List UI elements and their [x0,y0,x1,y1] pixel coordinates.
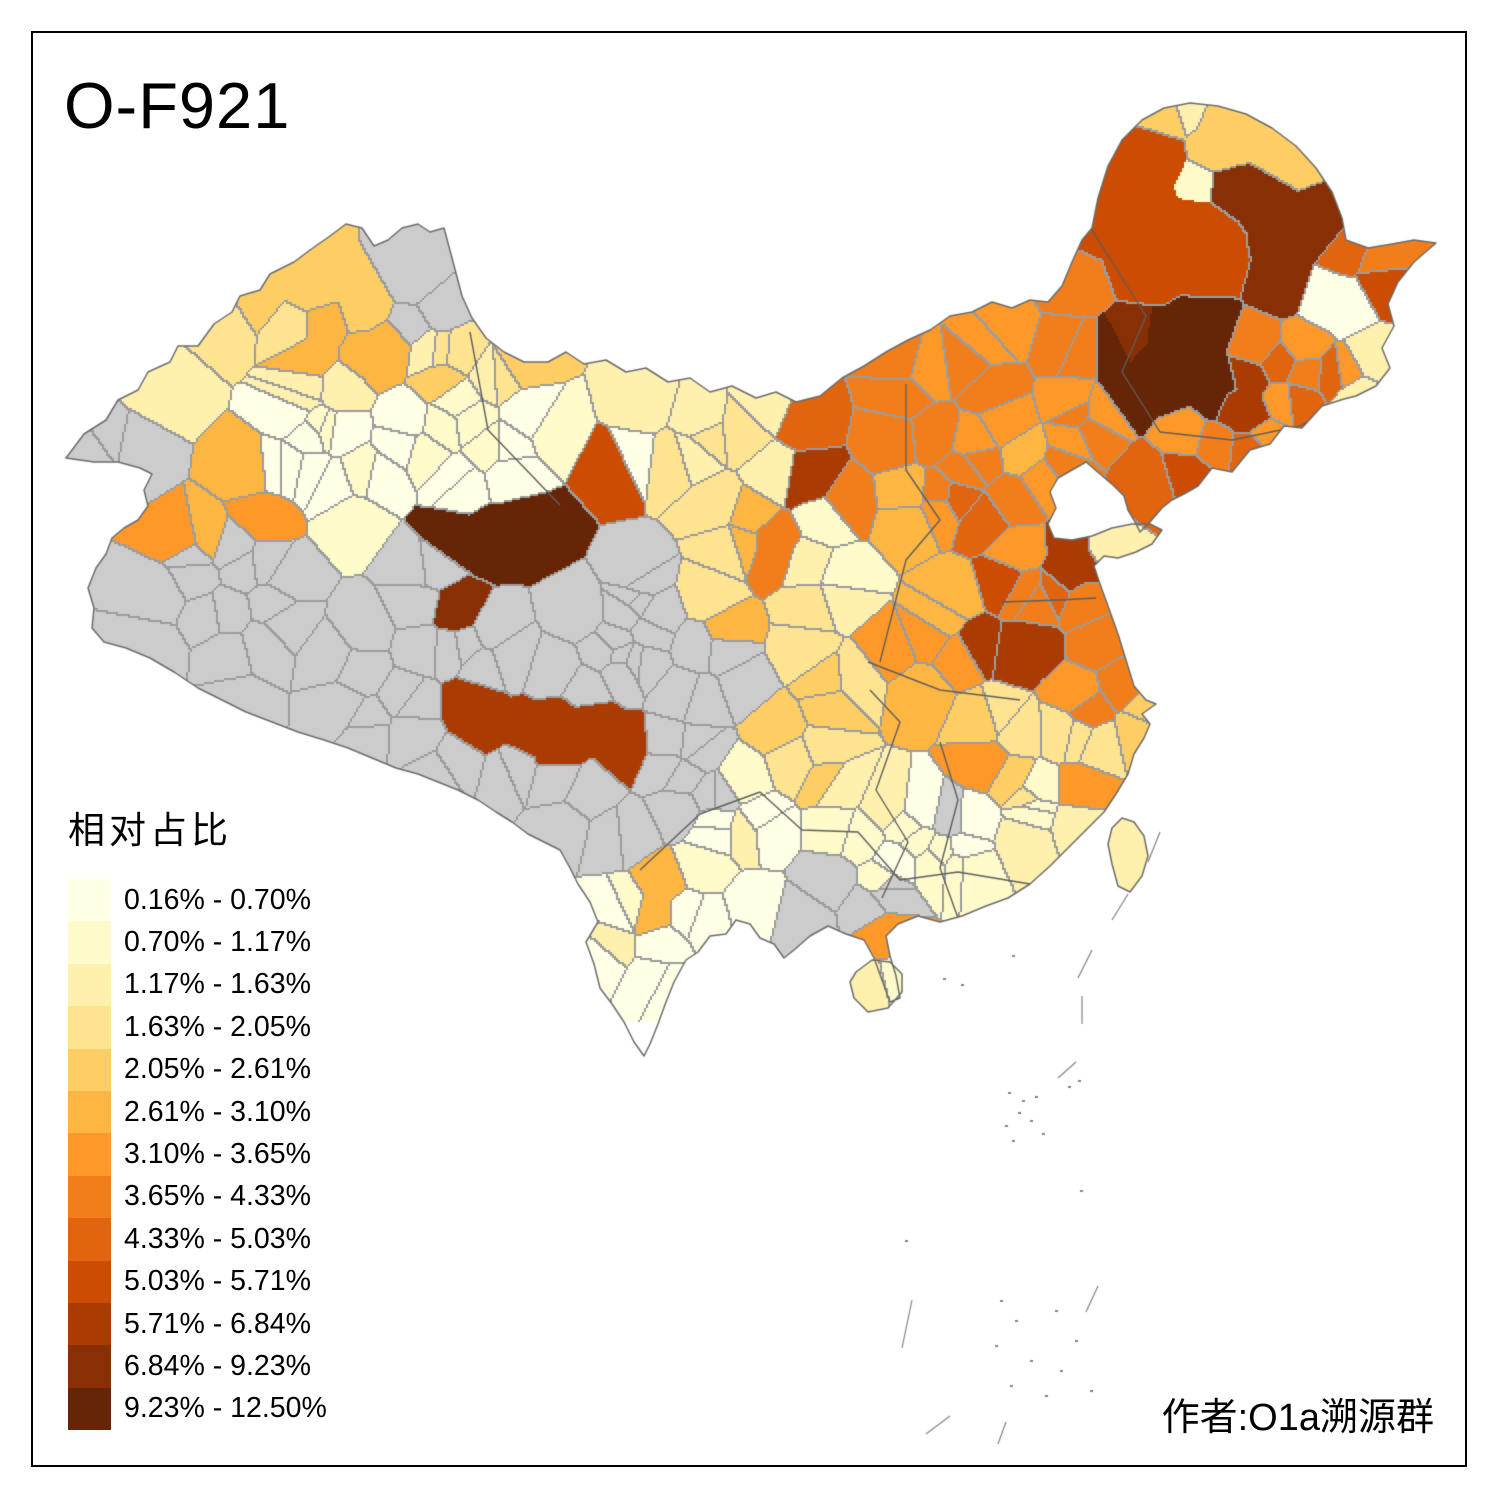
legend-label: 5.03% - 5.71% [124,1265,311,1298]
legend-row: 2.61% - 3.10% [68,1090,327,1134]
legend-swatch [68,1175,111,1219]
legend-label: 5.71% - 6.84% [124,1307,311,1340]
legend-row: 3.65% - 4.33% [68,1175,327,1219]
legend-row: 2.05% - 2.61% [68,1048,327,1091]
map-title: O-F921 [64,69,291,142]
legend-swatch [68,1090,111,1134]
legend-swatch [68,1006,111,1049]
legend-label: 1.17% - 1.63% [124,968,311,1001]
legend: 相对占比 0.16% - 0.70% 0.70% - 1.17% 1.17% - 1… [68,800,327,1431]
legend-label: 0.70% - 1.17% [124,926,311,959]
legend-label: 3.10% - 3.65% [124,1138,311,1171]
legend-rows: 0.16% - 0.70% 0.70% - 1.17% 1.17% - 1.63% 1… [68,879,327,1431]
legend-swatch [68,1218,111,1261]
legend-label: 6.84% - 9.23% [124,1349,311,1382]
legend-swatch [68,963,111,1007]
legend-swatch [68,1345,111,1388]
legend-label: 0.16% - 0.70% [124,883,311,916]
legend-swatch [68,1260,111,1303]
legend-label: 4.33% - 5.03% [124,1222,311,1255]
attribution-text: 作者:O1a溯源群 [1161,1397,1434,1439]
legend-swatch [68,879,111,922]
legend-row: 1.17% - 1.63% [68,963,327,1007]
legend-swatch [68,1048,111,1091]
legend-label: 3.65% - 4.33% [124,1180,311,1213]
legend-row: 6.84% - 9.23% [68,1345,327,1388]
legend-swatch [68,1133,111,1176]
legend-row: 0.70% - 1.17% [68,921,327,964]
legend-swatch [68,1302,111,1346]
legend-row: 3.10% - 3.65% [68,1133,327,1176]
legend-swatch [68,1387,111,1431]
legend-row: 4.33% - 5.03% [68,1218,327,1261]
legend-row: 5.03% - 5.71% [68,1260,327,1303]
legend-label: 9.23% - 12.50% [124,1392,327,1425]
legend-label: 2.05% - 2.61% [124,1053,311,1086]
legend-row: 5.71% - 6.84% [68,1302,327,1346]
legend-row: 9.23% - 12.50% [68,1387,327,1431]
legend-label: 1.63% - 2.05% [124,1010,311,1043]
legend-title: 相对占比 [68,810,232,851]
legend-row: 1.63% - 2.05% [68,1006,327,1049]
legend-label: 2.61% - 3.10% [124,1095,311,1128]
legend-row: 0.16% - 0.70% [68,879,327,922]
legend-swatch [68,921,111,964]
